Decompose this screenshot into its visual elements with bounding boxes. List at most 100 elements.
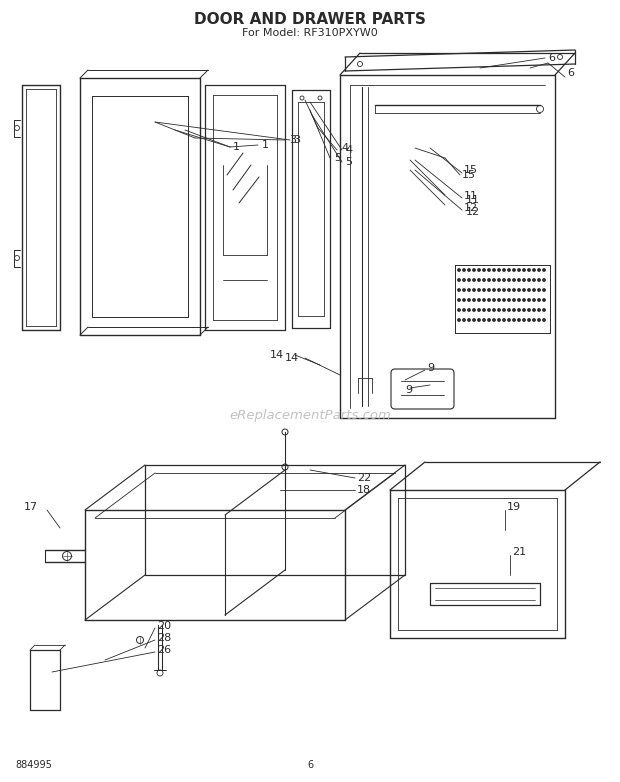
Text: 1: 1 <box>262 140 269 150</box>
Text: 21: 21 <box>512 547 526 557</box>
Circle shape <box>503 299 505 301</box>
Circle shape <box>468 289 470 291</box>
Text: eReplacementParts.com: eReplacementParts.com <box>229 408 391 421</box>
Circle shape <box>498 319 500 321</box>
Circle shape <box>528 289 530 291</box>
Circle shape <box>473 269 475 271</box>
Circle shape <box>533 319 535 321</box>
Circle shape <box>503 319 505 321</box>
Text: 6: 6 <box>307 760 313 770</box>
Circle shape <box>518 279 520 282</box>
Circle shape <box>513 299 515 301</box>
Circle shape <box>468 319 470 321</box>
Circle shape <box>513 279 515 282</box>
Text: 17: 17 <box>24 502 38 512</box>
Circle shape <box>518 309 520 311</box>
FancyBboxPatch shape <box>391 369 454 409</box>
Circle shape <box>463 279 465 282</box>
Text: 15: 15 <box>464 165 478 175</box>
Text: 14: 14 <box>270 350 284 360</box>
Circle shape <box>478 279 481 282</box>
Text: DOOR AND DRAWER PARTS: DOOR AND DRAWER PARTS <box>194 13 426 27</box>
Circle shape <box>473 279 475 282</box>
Circle shape <box>488 289 490 291</box>
Circle shape <box>463 319 465 321</box>
Circle shape <box>493 289 495 291</box>
Circle shape <box>493 299 495 301</box>
Circle shape <box>478 309 481 311</box>
Circle shape <box>503 289 505 291</box>
Circle shape <box>463 309 465 311</box>
Circle shape <box>468 309 470 311</box>
Circle shape <box>488 269 490 271</box>
Text: 884995: 884995 <box>15 760 52 770</box>
Text: 15: 15 <box>462 170 476 180</box>
Circle shape <box>473 299 475 301</box>
Circle shape <box>503 269 505 271</box>
Circle shape <box>542 299 545 301</box>
Circle shape <box>533 289 535 291</box>
Text: 19: 19 <box>507 502 521 512</box>
Text: 6: 6 <box>567 68 574 78</box>
Circle shape <box>473 289 475 291</box>
Circle shape <box>473 319 475 321</box>
Text: 11: 11 <box>464 191 478 201</box>
Circle shape <box>493 269 495 271</box>
Text: 14: 14 <box>285 353 299 363</box>
Circle shape <box>508 319 510 321</box>
Text: 9: 9 <box>427 363 434 373</box>
Circle shape <box>493 319 495 321</box>
Circle shape <box>503 309 505 311</box>
Text: 20: 20 <box>157 621 171 631</box>
Circle shape <box>458 269 460 271</box>
Circle shape <box>498 279 500 282</box>
Text: 9: 9 <box>405 385 412 395</box>
Circle shape <box>518 319 520 321</box>
Circle shape <box>463 299 465 301</box>
Circle shape <box>478 289 481 291</box>
Circle shape <box>538 299 540 301</box>
Circle shape <box>503 279 505 282</box>
Circle shape <box>538 309 540 311</box>
Circle shape <box>513 309 515 311</box>
Circle shape <box>523 319 525 321</box>
Circle shape <box>483 309 485 311</box>
Circle shape <box>542 309 545 311</box>
Circle shape <box>508 269 510 271</box>
Circle shape <box>478 299 481 301</box>
Text: 12: 12 <box>466 207 480 217</box>
Circle shape <box>488 309 490 311</box>
Circle shape <box>528 309 530 311</box>
Circle shape <box>508 299 510 301</box>
Circle shape <box>528 269 530 271</box>
Circle shape <box>518 269 520 271</box>
Circle shape <box>542 279 545 282</box>
Circle shape <box>513 289 515 291</box>
Circle shape <box>508 309 510 311</box>
Circle shape <box>493 309 495 311</box>
Circle shape <box>483 319 485 321</box>
Circle shape <box>498 299 500 301</box>
Circle shape <box>523 269 525 271</box>
Circle shape <box>498 309 500 311</box>
Circle shape <box>513 269 515 271</box>
Circle shape <box>513 319 515 321</box>
Circle shape <box>508 279 510 282</box>
Text: 3: 3 <box>289 135 296 145</box>
Text: 5: 5 <box>345 157 352 167</box>
Circle shape <box>498 269 500 271</box>
Circle shape <box>533 279 535 282</box>
Circle shape <box>533 309 535 311</box>
Text: For Model: RF310PXYW0: For Model: RF310PXYW0 <box>242 28 378 38</box>
Circle shape <box>478 269 481 271</box>
Circle shape <box>528 279 530 282</box>
Circle shape <box>468 299 470 301</box>
Text: 11: 11 <box>466 195 480 205</box>
Circle shape <box>468 279 470 282</box>
Circle shape <box>533 299 535 301</box>
Circle shape <box>483 289 485 291</box>
Text: 22: 22 <box>357 473 371 483</box>
Text: 4: 4 <box>341 143 348 153</box>
Circle shape <box>523 289 525 291</box>
Circle shape <box>458 319 460 321</box>
